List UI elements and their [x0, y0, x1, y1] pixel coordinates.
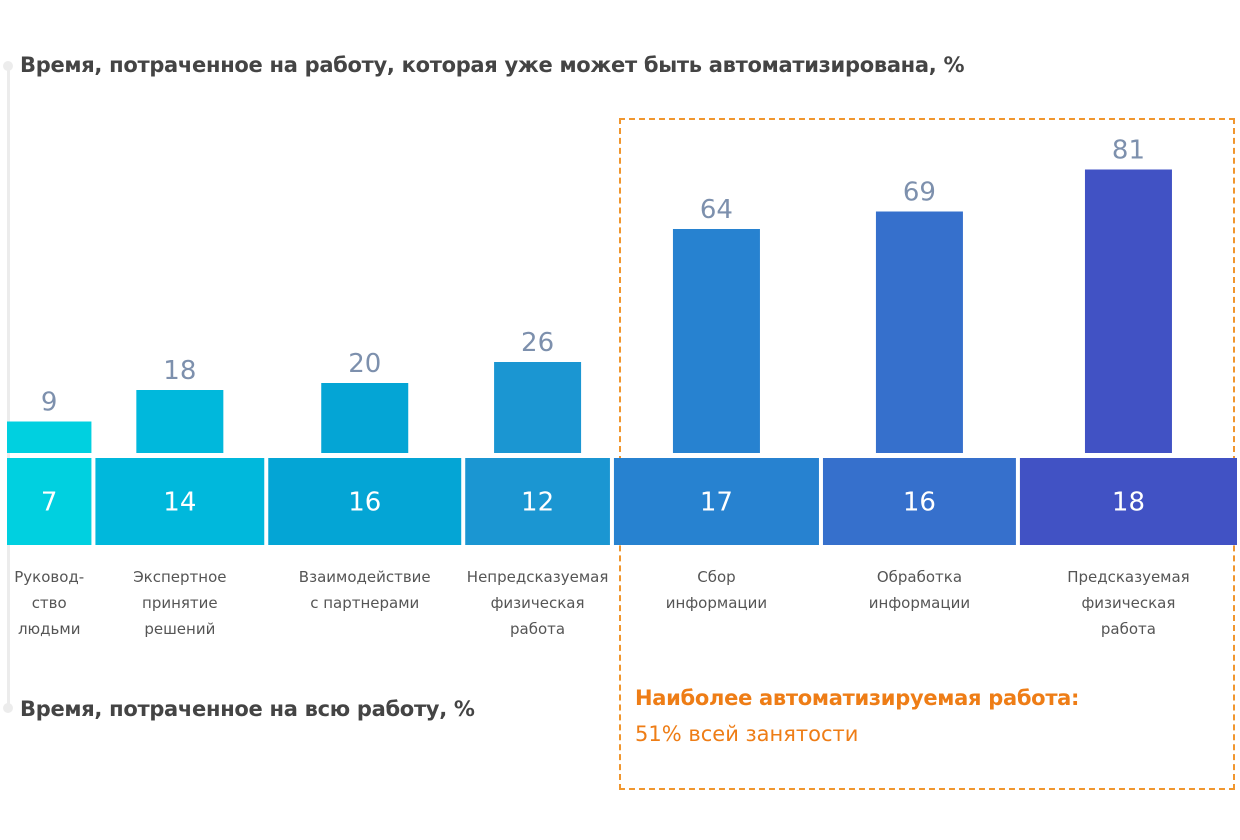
automation-bar	[1084, 169, 1172, 453]
automation-bar	[136, 390, 224, 453]
highlight-title: Наиболее автоматизируемая работа:	[635, 686, 1080, 710]
category-label: физическая	[491, 594, 585, 612]
share-value-label: 12	[521, 488, 554, 518]
category-label: работа	[1101, 620, 1156, 638]
bottom-series-title: Время, потраченное на всю работу, %	[20, 697, 475, 721]
share-bar	[95, 458, 265, 545]
highlight-box	[619, 118, 1235, 790]
category-label: физическая	[1081, 594, 1175, 612]
share-bar	[613, 458, 819, 545]
automation-value-label: 64	[700, 195, 733, 225]
share-bar	[1019, 458, 1237, 545]
category-label: Предсказуемая	[1067, 568, 1190, 586]
share-bar	[7, 458, 92, 545]
category-label: Непредсказуемая	[467, 568, 609, 586]
category-label: информации	[869, 594, 970, 612]
automation-bar	[494, 362, 582, 453]
automation-bar	[321, 383, 409, 453]
category-label: информации	[666, 594, 767, 612]
chart-title: Время, потраченное на работу, которая уж…	[20, 53, 965, 77]
share-value-label: 16	[348, 488, 381, 518]
category-label: принятие	[142, 594, 218, 612]
automation-value-label: 20	[348, 349, 381, 379]
automation-bar	[672, 229, 760, 453]
share-value-label: 7	[41, 488, 58, 518]
category-label: Руковод-	[14, 568, 84, 586]
axis-bottom-dot	[3, 703, 13, 713]
highlight-subtitle: 51% всей занятости	[635, 722, 859, 746]
share-value-label: 17	[700, 488, 733, 518]
automation-value-label: 26	[521, 328, 554, 358]
category-label: людьми	[18, 620, 81, 638]
axis-top-dot	[3, 61, 13, 71]
share-bar	[465, 458, 610, 545]
category-label: с партнерами	[310, 594, 419, 612]
category-label: ство	[32, 594, 67, 612]
category-label: решений	[144, 620, 215, 638]
share-bar	[268, 458, 462, 545]
category-label: Взаимодействие	[299, 568, 431, 586]
share-value-label: 18	[1112, 488, 1145, 518]
category-label: работа	[510, 620, 565, 638]
share-bar	[822, 458, 1016, 545]
automation-bar	[7, 421, 92, 453]
axis-line	[7, 66, 10, 708]
automation-value-label: 9	[41, 388, 58, 418]
category-label: Обработка	[877, 568, 962, 586]
category-label: Сбор	[697, 568, 735, 586]
share-value-label: 16	[903, 488, 936, 518]
automation-value-label: 69	[903, 178, 936, 208]
automation-value-label: 81	[1112, 136, 1145, 166]
automation-bar	[875, 211, 963, 453]
automation-value-label: 18	[163, 356, 196, 386]
category-label: Экспертное	[133, 568, 226, 586]
share-value-label: 14	[163, 488, 196, 518]
